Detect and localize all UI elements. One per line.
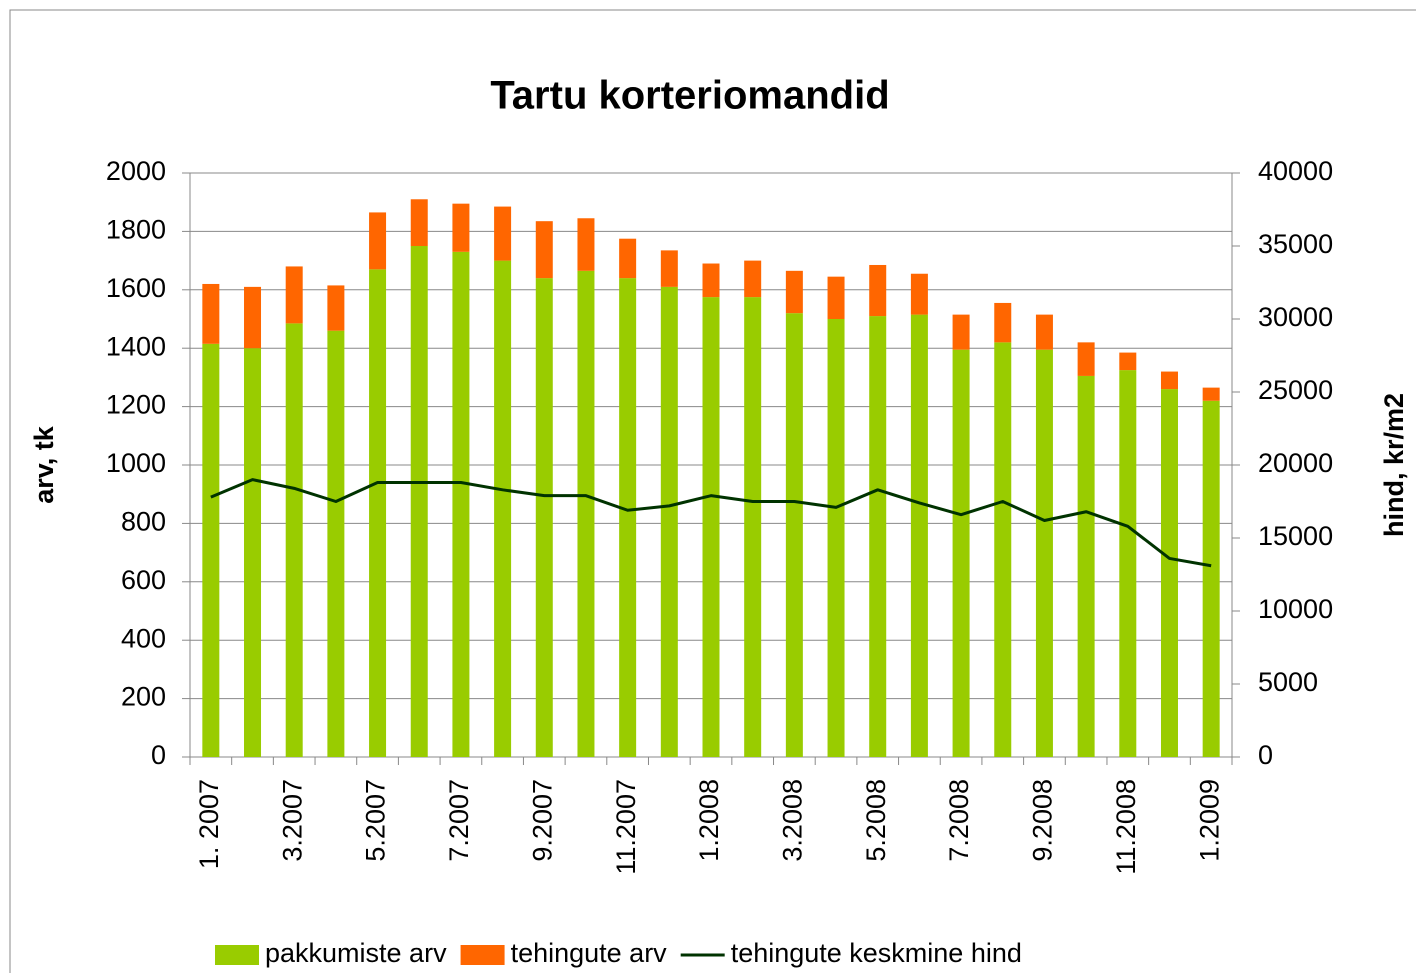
y2-tick-label: 30000 [1258,302,1333,332]
y-tick-label: 0 [151,740,166,770]
legend-label: pakkumiste arv [265,938,447,968]
legend-swatch [215,945,259,965]
bar [1119,370,1137,757]
y-tick-label: 1800 [106,215,166,245]
y-tick-label: 800 [121,507,166,537]
bar [1160,389,1178,757]
bar [202,343,220,757]
bar [1077,342,1095,376]
y-tick-label: 1200 [106,390,166,420]
bar [869,316,887,757]
bar [827,319,845,757]
bar [1077,375,1095,757]
bar [452,251,470,757]
bar [994,342,1012,757]
bar [410,199,428,246]
x-tick-label: 5.2008 [861,779,891,862]
bar [327,285,345,331]
bar [577,270,595,757]
bar [410,246,428,757]
y-tick-label: 1000 [106,448,166,478]
legend-label: tehingute arv [511,938,668,968]
bar [369,269,387,757]
bar [202,283,220,344]
bar [910,314,928,757]
bar [910,273,928,315]
bar [577,218,595,271]
y-tick-label: 1600 [106,273,166,303]
x-tick-label: 1. 2007 [194,779,224,869]
x-tick-label: 9.2008 [1028,779,1058,862]
bar [244,286,262,349]
y-axis-label: arv, tk [29,425,59,504]
bar [1202,387,1220,401]
y2-tick-label: 5000 [1258,667,1318,697]
y-tick-label: 200 [121,682,166,712]
y-tick-label: 1400 [106,331,166,361]
x-tick-label: 3.2007 [277,779,307,862]
bar [285,323,303,757]
bar [535,221,553,279]
bar [619,278,637,757]
y2-tick-label: 15000 [1258,521,1333,551]
bar [660,286,678,757]
bar [785,270,803,314]
legend-swatch [460,945,505,965]
bar [827,276,845,319]
line [210,478,1212,568]
bar [494,260,512,757]
bar [494,206,512,261]
bar [1035,314,1053,350]
x-tick-label: 1.2009 [1194,779,1224,862]
x-tick-label: 9.2007 [527,779,557,862]
bar [369,212,387,270]
bar [744,297,762,757]
bar [660,250,678,287]
bar [952,349,970,757]
y2-tick-label: 35000 [1258,229,1333,259]
bar [785,313,803,757]
x-tick-label: 5.2007 [361,779,391,862]
bar [244,348,262,757]
bar [535,278,553,757]
x-tick-label: 11.2008 [1111,779,1141,875]
bar [744,260,762,298]
x-tick-label: 3.2008 [777,779,807,862]
bar [1119,352,1137,371]
bar [619,238,637,279]
y2-axis-label: hind, kr/m2 [1379,393,1409,537]
x-tick-label: 7.2008 [944,779,974,862]
bar [1202,400,1220,757]
bar [702,297,720,757]
bar [952,314,970,350]
x-tick-label: 11.2007 [611,779,641,875]
bar [285,266,303,324]
bar [327,330,345,757]
x-tick-label: 7.2007 [444,779,474,862]
bar [702,263,720,298]
x-tick-label: 1.2008 [694,779,724,862]
y-tick-label: 2000 [106,156,166,186]
y2-tick-label: 10000 [1258,594,1333,624]
bar [1035,349,1053,757]
y-tick-label: 600 [121,565,166,595]
bar [994,302,1012,343]
legend-label: tehingute keskmine hind [731,938,1022,968]
y2-tick-label: 40000 [1258,156,1333,186]
bar [1160,371,1178,390]
y-tick-label: 400 [121,623,166,653]
y2-tick-label: 20000 [1258,448,1333,478]
chart-title: Tartu korteriomandid [490,74,889,118]
bar [869,264,887,317]
y2-tick-label: 0 [1258,740,1273,770]
bar [452,203,470,252]
y2-tick-label: 25000 [1258,375,1333,405]
